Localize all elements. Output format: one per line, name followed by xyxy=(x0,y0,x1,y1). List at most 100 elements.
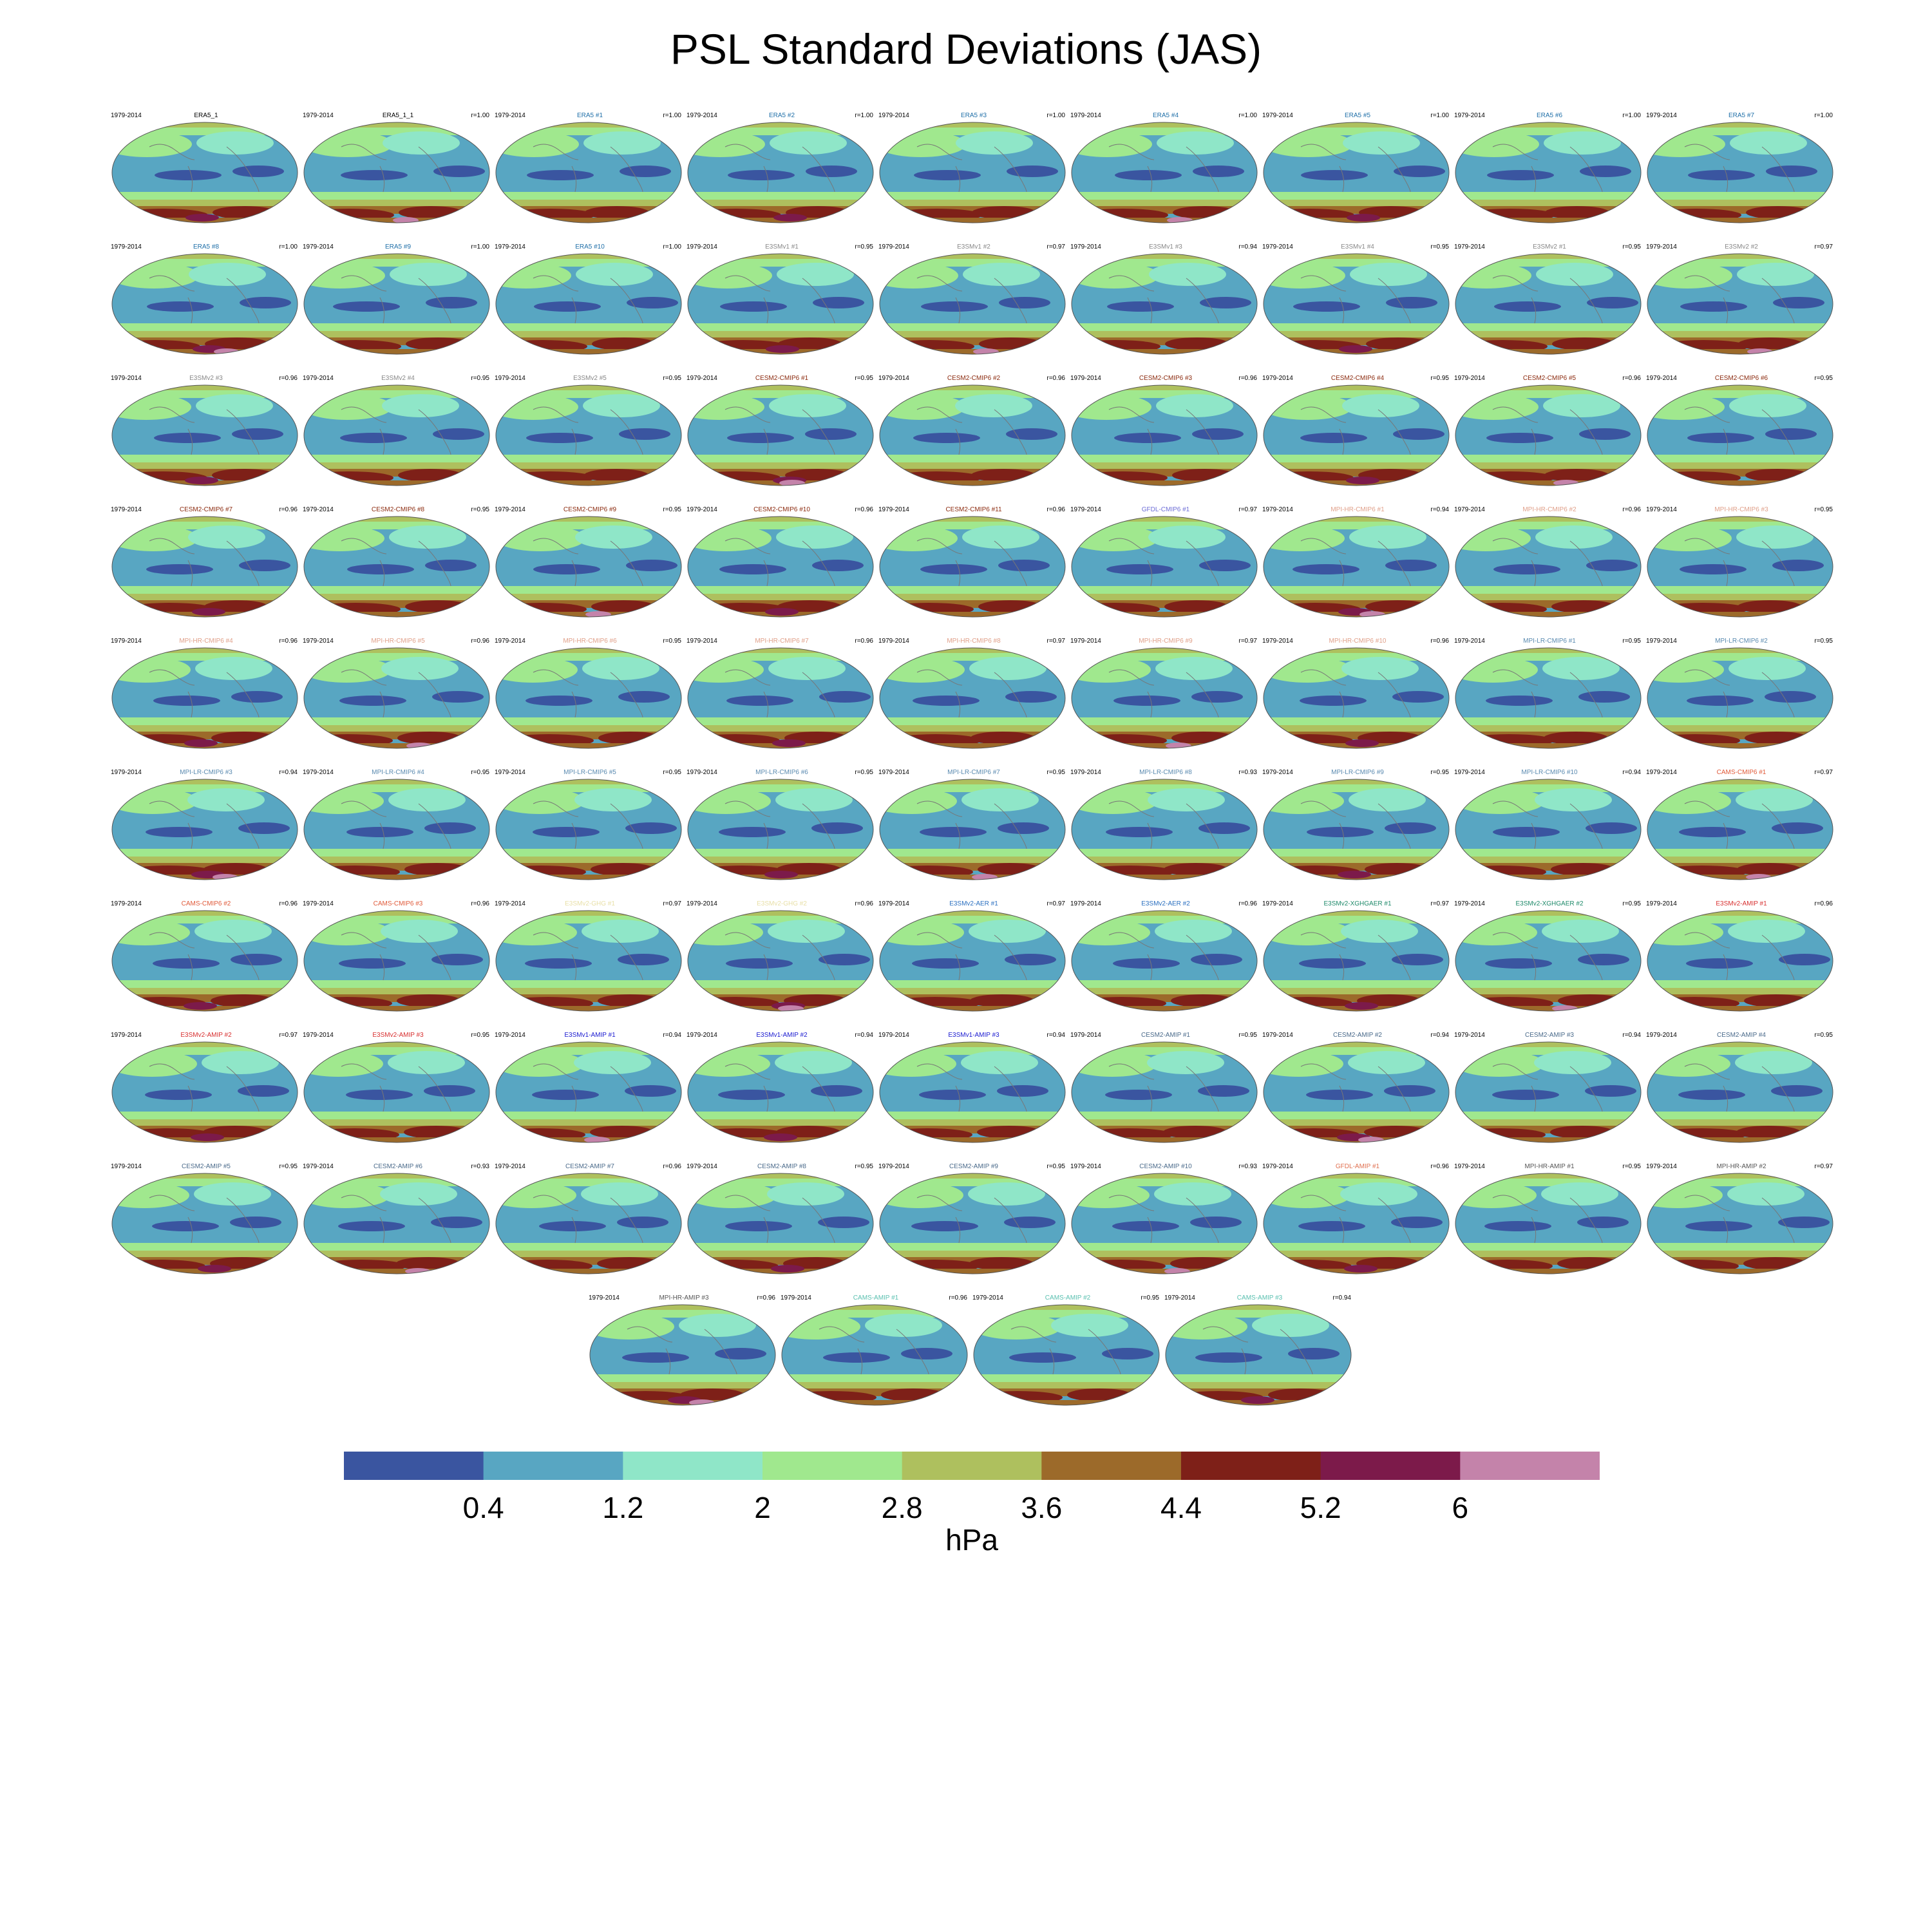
panel-map xyxy=(1071,1173,1258,1274)
field-tropical-low xyxy=(1678,1090,1745,1100)
field-antarctic xyxy=(304,349,489,354)
field-south-olive xyxy=(974,1382,1159,1390)
field-southern-max-2 xyxy=(584,469,649,482)
field-southern-max-2 xyxy=(1745,469,1810,482)
map-field xyxy=(1647,648,1833,748)
panel-correlation: r=0.96 xyxy=(1430,638,1449,645)
field-tropical-low xyxy=(718,1090,785,1100)
field-south-brown xyxy=(112,337,298,345)
panel-title: ERA5_1_1 xyxy=(382,112,414,119)
map-panel: 1979-2014 E3SMv1-AMIP #1 r=0.94 xyxy=(495,1032,685,1145)
field-south-olive xyxy=(880,988,1065,996)
field-north-atlantic xyxy=(961,1051,1038,1074)
panel-map xyxy=(303,1041,490,1143)
map-panel: 1979-2014 ERA5 #3 r=1.00 xyxy=(878,112,1069,225)
panel-period: 1979-2014 xyxy=(589,1294,620,1302)
field-south-brown xyxy=(1264,1126,1449,1133)
field-north-atlantic xyxy=(581,1182,658,1206)
map-field xyxy=(880,254,1065,354)
panel-title: MPI-LR-CMIP6 #2 xyxy=(1715,638,1768,645)
panel-title: E3SMv2-AER #2 xyxy=(1141,900,1190,907)
map-field xyxy=(1647,911,1833,1011)
field-north-pacific xyxy=(1264,920,1351,945)
field-tropical-low xyxy=(526,433,593,443)
panel-title: E3SMv2-AER #1 xyxy=(949,900,998,907)
field-south-band xyxy=(304,717,489,726)
panel-map xyxy=(879,1173,1066,1274)
field-south-band xyxy=(1264,1243,1449,1252)
colorbar-segment xyxy=(902,1452,1042,1480)
coastlines xyxy=(916,800,1027,849)
field-southern-max-2 xyxy=(598,732,663,744)
field-antarctic xyxy=(1455,349,1641,354)
panel-correlation: r=0.97 xyxy=(1814,1163,1833,1170)
panel-map xyxy=(303,122,490,223)
field-tropical-low-2 xyxy=(998,822,1049,834)
field-tropical-low-2 xyxy=(806,166,857,177)
panel-title: E3SMv2-XGHGAER #1 xyxy=(1323,900,1392,907)
field-tropical-low-2 xyxy=(811,1085,862,1097)
panel-title: CESM2-AMIP #10 xyxy=(1139,1163,1192,1170)
field-south-band xyxy=(880,717,1065,726)
map-outline xyxy=(687,1041,874,1143)
field-tropical-low xyxy=(622,1352,689,1363)
field-southern-max-2 xyxy=(396,1257,460,1270)
field-arctic-cap xyxy=(1455,516,1641,522)
coastlines xyxy=(1202,1326,1313,1375)
map-outline xyxy=(1263,910,1450,1012)
field-tropical-low-2 xyxy=(1198,1085,1249,1097)
field-tropical-low-2 xyxy=(238,822,290,834)
field-southern-max-2 xyxy=(1743,1257,1808,1270)
map-field xyxy=(1264,1042,1449,1142)
map-panel: 1979-2014 MPI-HR-AMIP #2 r=0.97 xyxy=(1646,1163,1837,1276)
field-tropical-low xyxy=(534,301,601,312)
field-south-olive xyxy=(880,725,1065,733)
map-outline xyxy=(303,910,490,1012)
field-south-band xyxy=(688,717,873,726)
field-north-atlantic xyxy=(775,1051,852,1074)
panel-period: 1979-2014 xyxy=(1454,1163,1485,1170)
field-tropical-low xyxy=(525,958,592,969)
panel-title: CESM2-AMIP #5 xyxy=(182,1163,231,1170)
field-south-olive xyxy=(112,594,298,601)
field-tropical-low-2 xyxy=(625,822,677,834)
map-outline xyxy=(1263,1041,1450,1143)
field-tropical-low-2 xyxy=(1386,297,1437,308)
colorbar-swatches xyxy=(344,1452,1600,1480)
panel-correlation: r=0.95 xyxy=(663,769,681,776)
field-north-atlantic xyxy=(1542,657,1620,680)
panel-correlation: r=0.96 xyxy=(855,506,873,513)
panel-title: MPI-LR-CMIP6 #8 xyxy=(1139,769,1192,776)
panel-period: 1979-2014 xyxy=(111,638,142,645)
panel-title: MPI-LR-CMIP6 #7 xyxy=(947,769,1000,776)
field-tropical-low xyxy=(912,958,979,969)
panel-correlation: r=0.97 xyxy=(1814,243,1833,251)
field-south-brown xyxy=(496,600,681,608)
map-panel: 1979-2014 CAMS-AMIP #2 r=0.95 xyxy=(972,1294,1163,1408)
panel-period: 1979-2014 xyxy=(1646,112,1677,119)
map-field xyxy=(688,254,873,354)
panel-period: 1979-2014 xyxy=(1262,900,1293,907)
field-tropical-low xyxy=(1115,170,1182,180)
panel-map xyxy=(111,1173,298,1274)
field-tropical-low xyxy=(914,170,981,180)
field-north-atlantic xyxy=(1535,526,1613,549)
field-tropical-low xyxy=(1486,696,1553,706)
field-arctic-cap xyxy=(304,648,489,653)
field-tropical-low-2 xyxy=(1587,297,1638,308)
field-north-atlantic xyxy=(1544,131,1621,155)
field-tropical-low xyxy=(1688,170,1755,180)
map-field xyxy=(1264,122,1449,223)
map-panel: 1979-2014 CESM2-AMIP #10 r=0.93 xyxy=(1070,1163,1261,1276)
map-outline xyxy=(879,647,1066,749)
panel-period: 1979-2014 xyxy=(1070,1163,1101,1170)
panel-period: 1979-2014 xyxy=(111,1032,142,1039)
map-panel: 1979-2014 ERA5 #10 r=1.00 xyxy=(495,243,685,357)
panel-period: 1979-2014 xyxy=(1070,900,1101,907)
panel-period: 1979-2014 xyxy=(495,375,526,382)
panel-period: 1979-2014 xyxy=(1646,900,1677,907)
field-south-brown xyxy=(1647,994,1833,1002)
field-tropical-low-2 xyxy=(901,1348,952,1359)
panel-period: 1979-2014 xyxy=(111,769,142,776)
panel-period: 1979-2014 xyxy=(1454,506,1485,513)
